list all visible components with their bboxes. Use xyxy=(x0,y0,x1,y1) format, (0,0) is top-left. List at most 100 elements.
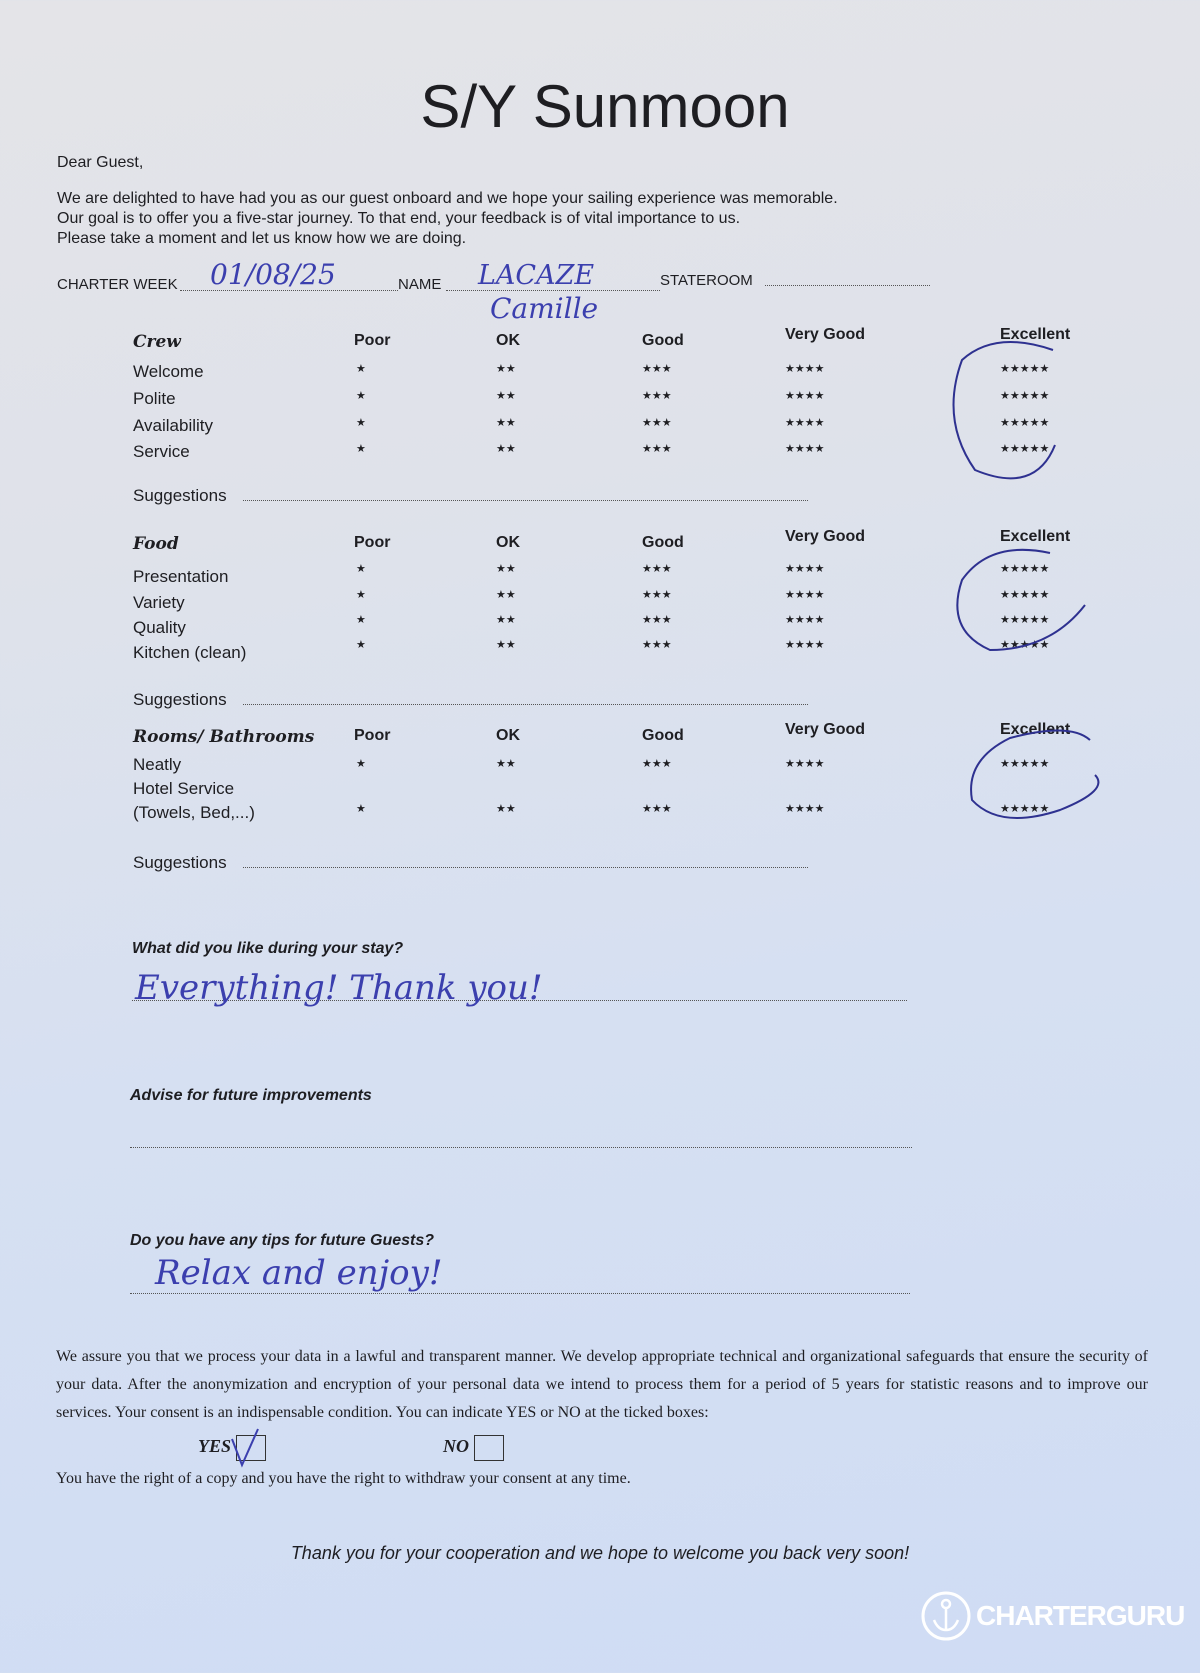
question-liked-answer[interactable]: Everything! Thank you! xyxy=(135,968,543,1008)
column-header-ok: OK xyxy=(496,727,520,744)
question-tips-label: Do you have any tips for future Guests? xyxy=(130,1232,435,1249)
rating-row-label: Neatly xyxy=(133,755,182,774)
column-header-ok: OK xyxy=(496,534,520,551)
rating-option-ok[interactable]: ★★ xyxy=(496,443,516,455)
question-advise-answer[interactable] xyxy=(130,1147,912,1148)
rating-option-excellent[interactable]: ★★★★★ xyxy=(1000,563,1050,575)
no-label: NO xyxy=(443,1436,469,1457)
rating-option-poor[interactable]: ★ xyxy=(356,563,366,575)
watermark-text: CHARTERGURU xyxy=(976,1600,1185,1631)
rating-option-ok[interactable]: ★★ xyxy=(496,758,516,770)
rating-option-good[interactable]: ★★★ xyxy=(642,390,672,402)
charter-week-value[interactable]: 01/08/25 xyxy=(210,258,336,291)
stateroom-label: STATEROOM xyxy=(660,272,753,289)
rating-option-poor[interactable]: ★ xyxy=(356,417,366,429)
rating-option-very-good[interactable]: ★★★★ xyxy=(785,758,825,770)
column-header-good: Good xyxy=(642,332,684,349)
rating-option-excellent[interactable]: ★★★★★ xyxy=(1000,614,1050,626)
rating-row-label: Service xyxy=(133,442,190,461)
rating-option-very-good[interactable]: ★★★★ xyxy=(785,390,825,402)
rating-option-ok[interactable]: ★★ xyxy=(496,803,516,815)
rating-option-excellent[interactable]: ★★★★★ xyxy=(1000,390,1050,402)
name-value-2[interactable]: Camille xyxy=(490,292,599,325)
rating-option-good[interactable]: ★★★ xyxy=(642,614,672,626)
rating-option-good[interactable]: ★★★ xyxy=(642,589,672,601)
rating-option-ok[interactable]: ★★ xyxy=(496,589,516,601)
column-header-very-good: Very Good xyxy=(785,721,866,738)
column-header-ok: OK xyxy=(496,332,520,349)
rating-option-good[interactable]: ★★★ xyxy=(642,758,672,770)
rating-option-poor[interactable]: ★ xyxy=(356,589,366,601)
rating-option-excellent[interactable]: ★★★★★ xyxy=(1000,639,1050,651)
column-header-poor: Poor xyxy=(354,332,391,349)
rights-notice: You have the right of a copy and you hav… xyxy=(56,1470,631,1487)
rating-option-poor[interactable]: ★ xyxy=(356,803,366,815)
question-tips-answer[interactable]: Relax and enjoy! xyxy=(155,1253,443,1293)
rating-option-ok[interactable]: ★★ xyxy=(496,614,516,626)
rating-option-good[interactable]: ★★★ xyxy=(642,803,672,815)
rating-option-very-good[interactable]: ★★★★ xyxy=(785,803,825,815)
rating-option-poor[interactable]: ★ xyxy=(356,390,366,402)
rating-row-label: Hotel Service xyxy=(133,779,235,798)
section-title-crew: Crew xyxy=(133,332,181,352)
rating-option-excellent[interactable]: ★★★★★ xyxy=(1000,803,1050,815)
rating-option-very-good[interactable]: ★★★★ xyxy=(785,363,825,375)
rating-option-poor[interactable]: ★ xyxy=(356,443,366,455)
rating-row-label: Quality xyxy=(133,618,186,637)
question-advise-label: Advise for future improvements xyxy=(130,1087,372,1104)
rating-option-ok[interactable]: ★★ xyxy=(496,417,516,429)
rating-option-very-good[interactable]: ★★★★ xyxy=(785,639,825,651)
rating-option-good[interactable]: ★★★ xyxy=(642,443,672,455)
consent-yes[interactable]: YES xyxy=(198,1428,266,1468)
question-liked-label: What did you like during your stay? xyxy=(132,940,404,957)
column-header-excellent: Excellent xyxy=(1000,721,1071,738)
rating-option-good[interactable]: ★★★ xyxy=(642,363,672,375)
rating-option-excellent[interactable]: ★★★★★ xyxy=(1000,443,1050,455)
stateroom-field[interactable] xyxy=(765,285,930,286)
rating-option-very-good[interactable]: ★★★★ xyxy=(785,563,825,575)
suggestions-field[interactable] xyxy=(243,704,808,705)
watermark-logo: CHARTERGURU xyxy=(920,1590,1185,1642)
name-value[interactable]: LACAZE xyxy=(478,260,595,291)
rating-row-label: Variety xyxy=(133,593,185,612)
column-header-excellent: Excellent xyxy=(1000,326,1071,343)
rating-option-good[interactable]: ★★★ xyxy=(642,417,672,429)
rating-option-ok[interactable]: ★★ xyxy=(496,390,516,402)
rating-option-good[interactable]: ★★★ xyxy=(642,639,672,651)
page-title: S/Y Sunmoon xyxy=(420,73,790,140)
rating-row-label: Kitchen (clean) xyxy=(133,643,247,662)
column-header-poor: Poor xyxy=(354,727,391,744)
suggestions-label: Suggestions xyxy=(133,853,227,872)
intro-line-2: Our goal is to offer you a five-star jou… xyxy=(57,210,741,227)
closing-message: Thank you for your cooperation and we ho… xyxy=(290,1543,910,1563)
rating-option-poor[interactable]: ★ xyxy=(356,639,366,651)
rating-option-excellent[interactable]: ★★★★★ xyxy=(1000,363,1050,375)
name-label: NAME xyxy=(398,276,442,293)
rating-option-poor[interactable]: ★ xyxy=(356,758,366,770)
rating-option-excellent[interactable]: ★★★★★ xyxy=(1000,589,1050,601)
rating-option-very-good[interactable]: ★★★★ xyxy=(785,443,825,455)
suggestions-field[interactable] xyxy=(243,500,808,501)
rating-option-poor[interactable]: ★ xyxy=(356,363,366,375)
rating-option-very-good[interactable]: ★★★★ xyxy=(785,614,825,626)
rating-option-very-good[interactable]: ★★★★ xyxy=(785,589,825,601)
rating-option-ok[interactable]: ★★ xyxy=(496,363,516,375)
rating-option-very-good[interactable]: ★★★★ xyxy=(785,417,825,429)
no-checkbox[interactable] xyxy=(473,1435,504,1461)
column-header-poor: Poor xyxy=(354,534,391,551)
column-header-excellent: Excellent xyxy=(1000,528,1071,545)
rating-option-excellent[interactable]: ★★★★★ xyxy=(1000,758,1050,770)
check-mark-icon xyxy=(230,1428,259,1468)
consent-no[interactable]: NO xyxy=(443,1435,504,1461)
column-header-very-good: Very Good xyxy=(785,326,866,343)
rating-option-poor[interactable]: ★ xyxy=(356,614,366,626)
rating-option-ok[interactable]: ★★ xyxy=(496,563,516,575)
rating-option-excellent[interactable]: ★★★★★ xyxy=(1000,417,1050,429)
column-header-good: Good xyxy=(642,534,684,551)
anchor-icon xyxy=(921,1591,971,1641)
rating-option-good[interactable]: ★★★ xyxy=(642,563,672,575)
intro-line-1: We are delighted to have had you as our … xyxy=(57,190,838,207)
rating-option-ok[interactable]: ★★ xyxy=(496,639,516,651)
suggestions-field[interactable] xyxy=(243,867,808,868)
column-header-very-good: Very Good xyxy=(785,528,866,545)
